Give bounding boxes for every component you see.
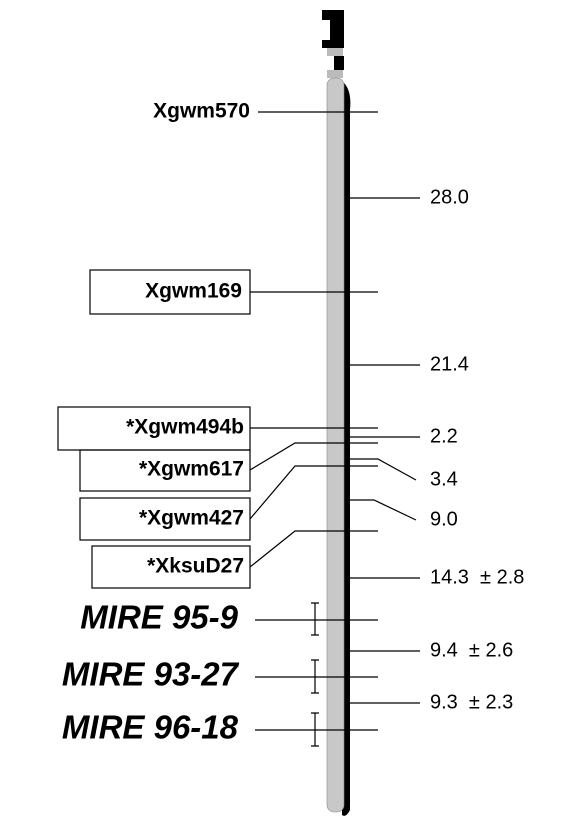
distance-label: 3.4 — [430, 468, 458, 490]
mire-label: MIRE 93-27 — [62, 656, 240, 693]
linkage-map: Xgwm570 Xgwm169 *Xgwm494b *Xgwm617 *Xgwm… — [0, 0, 567, 820]
distance-lines — [345, 198, 420, 703]
mire-label: MIRE 96-18 — [62, 709, 239, 746]
distance-label: 2.2 — [430, 425, 458, 447]
distance-label: 9.0 — [430, 508, 458, 530]
marker-label: Xgwm169 — [145, 280, 242, 303]
distance-label: 9.3 ± 2.3 — [430, 691, 513, 713]
distance-label: 28.0 — [430, 186, 469, 208]
distance-label: 9.4 ± 2.6 — [430, 639, 513, 661]
chromosome — [322, 10, 350, 816]
distance-label: 14.3 ± 2.8 — [430, 566, 524, 588]
marker-label: *Xgwm427 — [139, 507, 244, 530]
marker-label: Xgwm570 — [153, 100, 250, 123]
distance-label: 21.4 — [430, 353, 469, 375]
marker-label: *XksuD27 — [147, 555, 244, 578]
marker-label: *Xgwm617 — [139, 458, 244, 481]
marker-lines — [250, 112, 378, 730]
error-bars — [311, 603, 319, 746]
marker-label: *Xgwm494b — [126, 416, 244, 439]
mire-label: MIRE 95-9 — [80, 599, 238, 636]
